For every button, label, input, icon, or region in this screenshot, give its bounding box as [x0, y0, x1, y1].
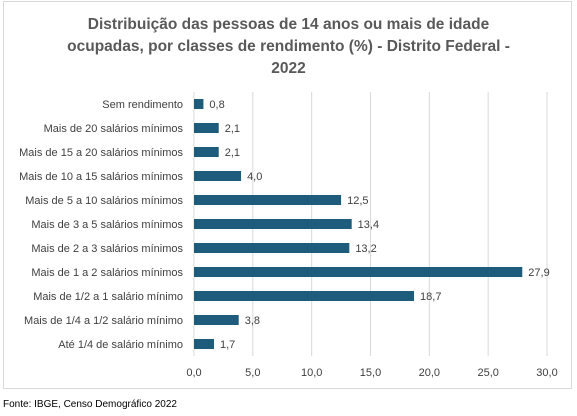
- category-label-3: Mais de 10 a 15 salários mínimos: [19, 171, 183, 183]
- category-label-5: Mais de 3 a 5 salários mínimos: [31, 219, 183, 231]
- category-label-9: Mais de 1/4 a 1/2 salário mínimo: [24, 315, 183, 327]
- x-tick-label-3: 15,0: [360, 367, 381, 379]
- data-label-10: 1,7: [220, 339, 235, 351]
- category-label-1: Mais de 20 salários mínimos: [44, 123, 184, 135]
- x-tick-label-5: 25,0: [477, 367, 498, 379]
- x-tick-label-1: 5,0: [245, 367, 260, 379]
- category-label-8: Mais de 1/2 a 1 salário mínimo: [33, 291, 183, 303]
- x-tick-label-2: 10,0: [301, 367, 322, 379]
- chart-title: Distribuição das pessoas de 14 anos ou m…: [40, 14, 537, 80]
- bar-3: [194, 171, 242, 181]
- x-tick-label-6: 30,0: [536, 367, 557, 379]
- data-label-2: 2,1: [225, 147, 240, 159]
- bar-6: [194, 243, 350, 253]
- x-tick-label-0: 0,0: [186, 367, 201, 379]
- data-label-5: 13,4: [358, 219, 379, 231]
- bar-9: [194, 315, 239, 325]
- bar-1: [194, 123, 219, 133]
- bar-7: [194, 267, 523, 277]
- source-note: Fonte: IBGE, Censo Demográfico 2022: [3, 399, 177, 410]
- category-label-2: Mais de 15 a 20 salários mínimos: [19, 147, 183, 159]
- category-label-0: Sem rendimento: [102, 99, 183, 111]
- chart-title-line-2: ocupadas, por classes de rendimento (%) …: [67, 38, 510, 55]
- bar-8: [194, 291, 415, 301]
- data-label-1: 2,1: [225, 123, 240, 135]
- x-tick-label-4: 20,0: [419, 367, 440, 379]
- data-label-9: 3,8: [245, 315, 260, 327]
- bar-4: [194, 195, 342, 205]
- data-label-7: 27,9: [528, 267, 549, 279]
- chart-title-line-3: 2022: [271, 60, 306, 77]
- bar-5: [194, 219, 352, 229]
- data-label-0: 0,8: [209, 99, 224, 111]
- category-label-6: Mais de 2 a 3 salários mínimos: [31, 243, 183, 255]
- data-label-8: 18,7: [420, 291, 441, 303]
- data-label-4: 12,5: [347, 195, 368, 207]
- category-label-4: Mais de 5 a 10 salários mínimos: [25, 195, 183, 207]
- bar-chart: 0,0 5,0 10,0 15,0 20,0 25,0 30,0 Sem rendimento…: [19, 92, 558, 379]
- category-label-7: Mais de 1 a 2 salários mínimos: [31, 267, 183, 279]
- bar-2: [194, 147, 219, 157]
- data-label-6: 13,2: [355, 243, 376, 255]
- bar-0: [194, 99, 204, 109]
- data-label-3: 4,0: [247, 171, 262, 183]
- chart-title-line-1: Distribuição das pessoas de 14 anos ou m…: [87, 16, 490, 33]
- category-label-10: Até 1/4 de salário mínimo: [58, 339, 183, 351]
- bar-10: [194, 339, 215, 349]
